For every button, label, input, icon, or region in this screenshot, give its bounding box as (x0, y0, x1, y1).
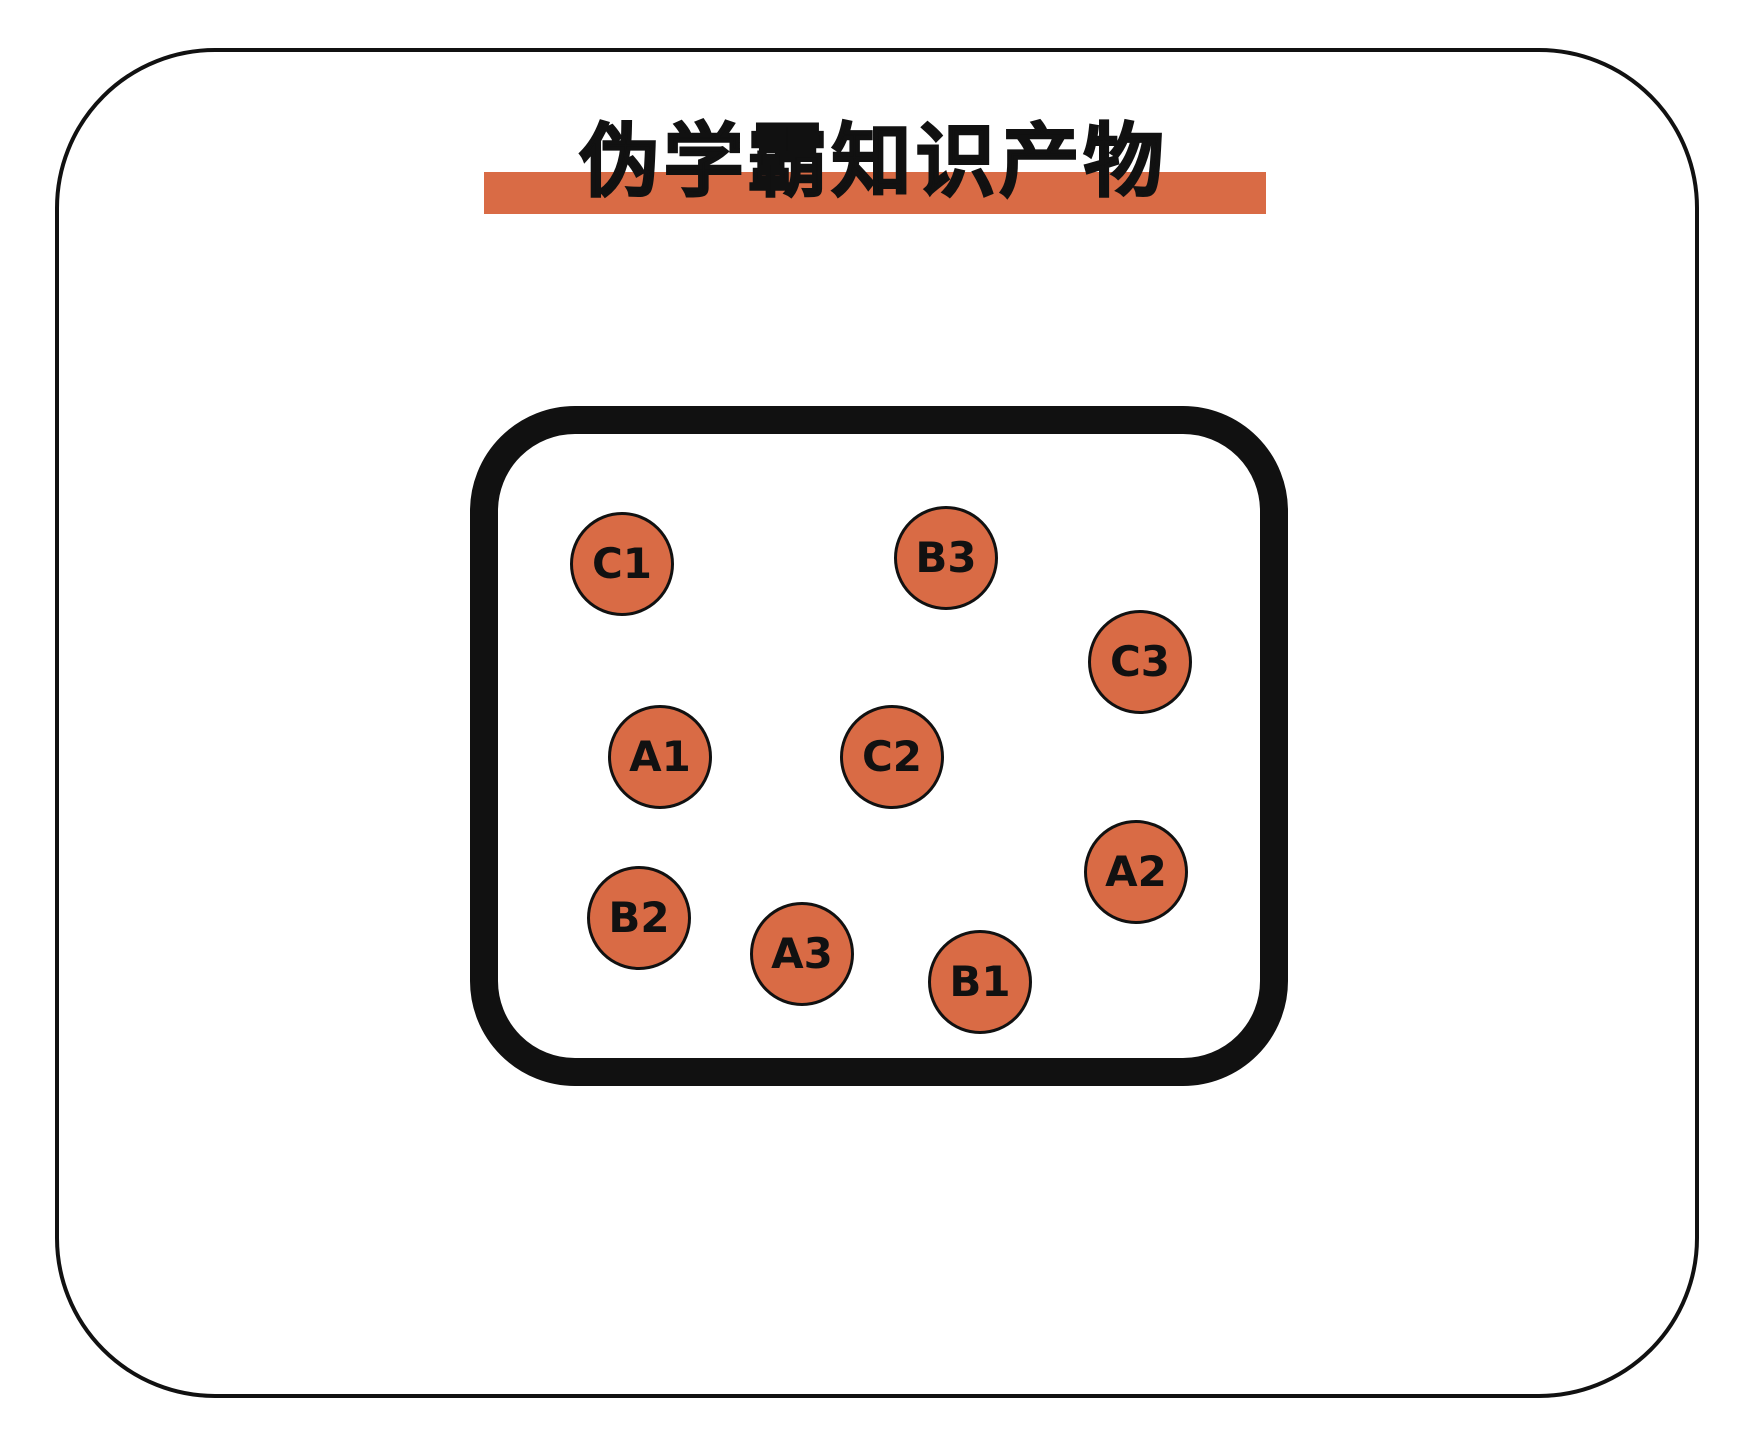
node-label: C3 (1109, 637, 1171, 686)
node-c1: C1 (570, 512, 674, 616)
node-b2: B2 (587, 866, 691, 970)
node-b1: B1 (928, 930, 1032, 1034)
node-label: A2 (1105, 847, 1167, 896)
node-label: B1 (949, 957, 1011, 1006)
node-label: A3 (771, 929, 833, 978)
node-label: B2 (608, 893, 670, 942)
node-a2: A2 (1084, 820, 1188, 924)
node-label: A1 (629, 732, 691, 781)
node-b3: B3 (894, 506, 998, 610)
diagram-title: 伪学霸知识产物 (579, 114, 1168, 209)
node-label: C2 (861, 732, 923, 781)
node-a3: A3 (750, 902, 854, 1006)
node-c3: C3 (1088, 610, 1192, 714)
node-label: B3 (915, 533, 977, 582)
node-label: C1 (591, 539, 653, 588)
node-a1: A1 (608, 705, 712, 809)
node-c2: C2 (840, 705, 944, 809)
title-highlight-bar (484, 172, 1266, 214)
